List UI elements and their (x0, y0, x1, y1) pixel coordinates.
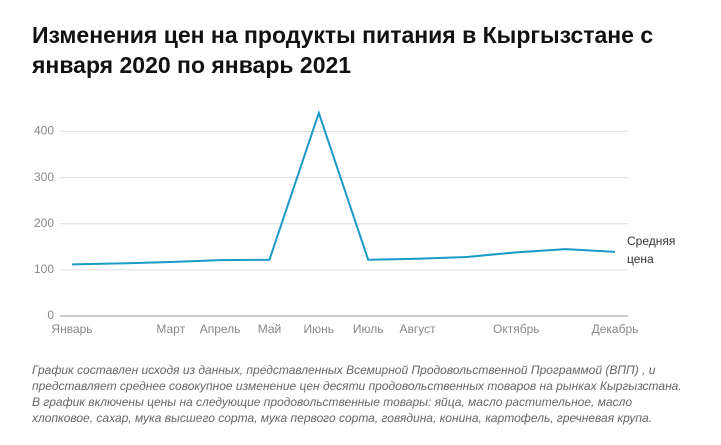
x-tick-label: Август (399, 322, 436, 336)
x-tick-label: Июнь (304, 322, 335, 336)
x-tick-label: Октябрь (493, 322, 540, 336)
chart: 0 100 200 300 400 Январь Март Апрель Май Июнь Июль… (34, 109, 675, 336)
x-tick-label: Июль (353, 322, 384, 336)
x-tick-label: Декабрь (592, 322, 639, 336)
x-tick-label: Январь (51, 322, 92, 336)
x-tick-label: Март (156, 322, 185, 336)
y-tick-label: 0 (47, 308, 54, 322)
series-label: Средняя цена (627, 234, 675, 266)
y-tick-label: 100 (34, 262, 54, 276)
x-tick-label: Май (258, 322, 282, 336)
footnote: График составлен исходя из данных, предс… (32, 363, 682, 425)
x-tick-label: Апрель (200, 322, 241, 336)
line (71, 109, 616, 266)
chart-title: Изменения цен на продукты питания в Кырг… (32, 22, 654, 78)
y-tick-label: 400 (34, 124, 54, 138)
y-tick-label: 200 (34, 216, 54, 230)
y-tick-label: 300 (34, 170, 54, 184)
